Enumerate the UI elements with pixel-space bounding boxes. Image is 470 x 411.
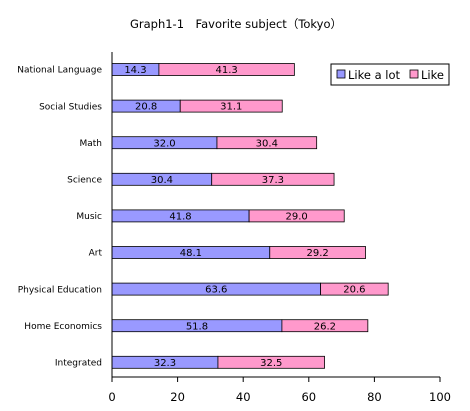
legend-label-like: Like [421,68,444,82]
bar-like-art [269,246,366,259]
data-label-like-integrated: 32.5 [260,358,282,369]
data-label-like-music: 29.0 [286,212,308,223]
bar-like-integrated [217,355,325,369]
bars: 14.3 41.3 20.8 31.1 32.0 30.4 30.4 37.3 41.8 29.0… [111,63,389,369]
x-tick-label-60: 60 [301,390,316,404]
category-label-music: Music [76,212,102,222]
category-label-science: Science [67,176,102,186]
category-label-art: Art [89,249,103,259]
data-label-like-a-lot-math: 32.0 [153,138,175,149]
x-tick-label-20: 20 [170,390,185,404]
data-label-like-a-lot-integrated: 32.3 [154,358,176,369]
category-label-integrated: Integrated [55,359,102,369]
data-label-like-math: 30.4 [256,138,278,149]
legend: Like a lot Like [330,63,450,86]
x-tick-label-100: 100 [429,390,451,404]
data-label-like-a-lot-science: 30.4 [151,175,173,186]
data-label-like-a-lot-music: 41.8 [169,212,191,223]
bar-like-physical-education [320,282,389,296]
category-label-national-language: National Language [17,66,102,76]
category-label-home-economics: Home Economics [24,322,102,332]
data-label-like-home-economics: 26.2 [314,321,336,332]
bar-like-math [216,136,318,150]
x-axis: 0 20 40 60 80 100 [108,52,451,404]
data-label-like-national-language: 41.3 [216,65,238,76]
category-label-physical-education: Physical Education [18,285,102,295]
legend-swatch-like-a-lot [336,69,346,79]
data-label-like-a-lot-home-economics: 51.8 [186,321,208,332]
x-tick-label-0: 0 [108,390,115,404]
bar-like-national-language [158,63,295,76]
data-label-like-a-lot-social-studies: 20.8 [135,102,157,113]
category-labels: National Language Social Studies Math Scien… [17,66,102,369]
data-label-like-social-studies: 31.1 [220,102,242,113]
category-label-math: Math [79,139,102,149]
x-tick-label-80: 80 [367,390,382,404]
chart-title: Graph1-1 Favorite subject（Tokyo） [130,17,342,31]
data-label-like-science: 37.3 [262,175,284,186]
legend-box [330,63,450,86]
legend-swatch-like [409,69,419,79]
bar-like-science [211,172,335,186]
data-label-like-a-lot-art: 48.1 [180,248,202,259]
data-label-like-a-lot-national-language: 14.3 [124,65,146,76]
data-label-like-art: 29.2 [307,248,329,259]
category-label-social-studies: Social Studies [39,102,102,112]
legend-label-like-a-lot: Like a lot [348,68,401,82]
bar-like-home-economics [281,319,369,333]
bar-like-music [248,209,345,223]
x-tick-label-40: 40 [236,390,251,404]
data-label-like-physical-education: 20.6 [343,285,365,296]
data-label-like-a-lot-physical-education: 63.6 [205,285,227,296]
bar-like-social-studies [179,99,283,113]
